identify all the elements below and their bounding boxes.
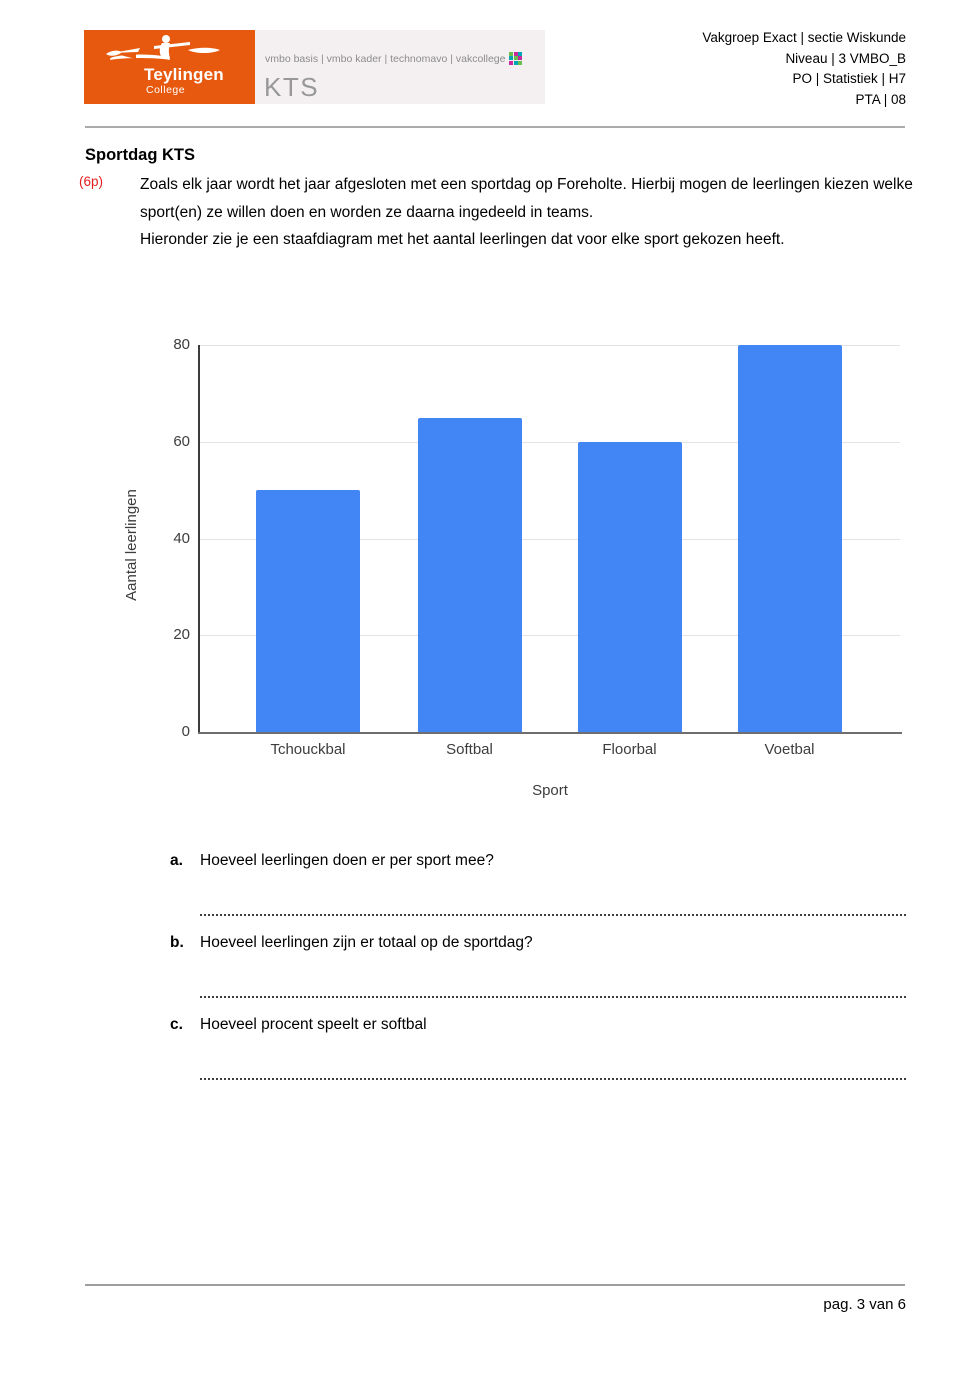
question-a-text: Hoeveel leerlingen doen er per sport mee… [200, 852, 494, 869]
points-badge: (6p) [79, 174, 104, 189]
assignment-title: Sportdag KTS [85, 146, 195, 164]
question-a-marker: a. [170, 852, 183, 869]
gridline-80 [200, 345, 900, 346]
x-category-label: Voetbal [764, 741, 815, 758]
y-axis-title: Aantal leerlingen [123, 489, 140, 601]
header-divider [85, 126, 905, 128]
school-tracks-label: vmbo basis | vmbo kader | technomavo | v… [265, 52, 506, 65]
y-tick-label: 40 [173, 529, 190, 547]
question-c-text: Hoeveel procent speelt er softbal [200, 1016, 427, 1033]
answer-line-c [200, 1078, 906, 1080]
meta-line: PO | Statistiek | H7 [792, 71, 906, 86]
meta-line: Vakgroep Exact | sectie Wiskunde [702, 30, 906, 45]
logo-name: Teylingen [144, 65, 224, 84]
page-number: pag. 3 van 6 [823, 1296, 906, 1313]
question-c-marker: c. [170, 1016, 183, 1033]
teylingen-logo: Teylingen College [84, 30, 255, 104]
y-tick-label: 80 [173, 336, 190, 353]
bar-chart: 0 20 40 60 80 Tchouckbal Softbal Floorbal Voetba… [85, 335, 930, 815]
x-axis-title: Sport [532, 782, 568, 799]
question-b-text: Hoeveel leerlingen zijn er totaal op de … [200, 934, 533, 951]
x-category-label: Softbal [446, 741, 493, 758]
kayaker-icon [106, 35, 220, 65]
logo-band: vmbo basis | vmbo kader | technomavo | v… [255, 30, 545, 104]
y-tick-label: 60 [173, 432, 190, 450]
gridline-60 [200, 441, 900, 443]
y-tick-label: 20 [173, 626, 190, 644]
y-tick-label: 0 [181, 723, 190, 740]
meta-line: PTA | 08 [855, 91, 906, 107]
school-abbreviation: KTS [264, 72, 320, 102]
gridline-40 [200, 538, 900, 540]
bar-floorbal [577, 441, 682, 732]
answer-line-b [200, 996, 906, 998]
x-axis-line [198, 732, 902, 734]
intro-paragraph: Zoals elk jaar wordt het jaar afgesloten… [140, 176, 913, 221]
intro-paragraph: Hieronder zie je een staafdiagram met he… [140, 231, 785, 249]
x-category-label: Tchouckbal [270, 741, 346, 758]
footer-divider [85, 1284, 905, 1286]
answer-line-a [200, 914, 906, 916]
logo-subtitle: College [146, 84, 186, 96]
question-b-marker: b. [170, 934, 184, 951]
gridline-20 [200, 635, 900, 637]
bar-softbal [417, 417, 522, 732]
x-category-label: Floorbal [602, 741, 657, 758]
school-tracks: vmbo basis | vmbo kader | technomavo | v… [265, 52, 523, 65]
bar-tchouckbal [256, 490, 360, 732]
meta-line: Niveau | 3 VMBO_B [785, 50, 906, 66]
vakcollege-grid-icon [509, 52, 523, 65]
bar-voetbal [737, 345, 842, 732]
assignment-intro: Zoals elk jaar wordt het jaar afgesloten… [140, 171, 915, 254]
document-meta: Vakgroep Exact | sectie Wiskunde Niveau … [702, 28, 906, 110]
y-axis-line [198, 345, 200, 734]
